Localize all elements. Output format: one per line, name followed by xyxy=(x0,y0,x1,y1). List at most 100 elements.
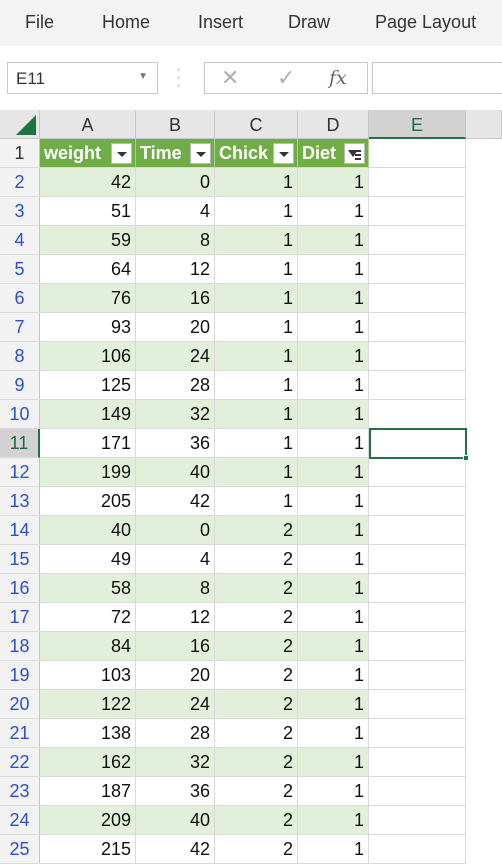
table-cell[interactable]: 0 xyxy=(136,168,215,197)
row-header[interactable]: 22 xyxy=(0,748,40,777)
table-cell[interactable]: 1 xyxy=(298,284,369,313)
filter-applied-icon[interactable] xyxy=(344,143,365,164)
table-cell[interactable]: 1 xyxy=(215,255,298,284)
filter-dropdown-icon[interactable] xyxy=(273,143,294,164)
cell[interactable] xyxy=(369,139,466,168)
table-cell[interactable]: 1 xyxy=(298,719,369,748)
column-header-a[interactable]: A xyxy=(40,110,136,139)
filter-dropdown-icon[interactable] xyxy=(190,143,211,164)
menu-draw[interactable]: Draw xyxy=(288,12,331,32)
table-cell[interactable]: 2 xyxy=(215,748,298,777)
fill-handle[interactable] xyxy=(463,455,469,461)
table-cell[interactable]: 28 xyxy=(136,719,215,748)
table-cell[interactable]: 1 xyxy=(215,429,298,458)
table-cell[interactable]: 93 xyxy=(40,313,136,342)
row-header[interactable]: 24 xyxy=(0,806,40,835)
enter-icon[interactable]: ✓ xyxy=(277,65,296,90)
table-cell[interactable]: 1 xyxy=(215,400,298,429)
table-cell[interactable]: 1 xyxy=(298,574,369,603)
row-header[interactable]: 1 xyxy=(0,139,40,168)
table-cell[interactable]: 2 xyxy=(215,806,298,835)
table-cell[interactable]: 1 xyxy=(298,748,369,777)
row-header[interactable]: 20 xyxy=(0,690,40,719)
table-cell[interactable]: 1 xyxy=(298,458,369,487)
row-header[interactable]: 15 xyxy=(0,545,40,574)
row-header[interactable]: 13 xyxy=(0,487,40,516)
row-header[interactable]: 8 xyxy=(0,342,40,371)
row-header[interactable]: 2 xyxy=(0,168,40,197)
cell[interactable] xyxy=(369,806,466,835)
table-cell[interactable]: 1 xyxy=(298,226,369,255)
table-cell[interactable]: 122 xyxy=(40,690,136,719)
table-cell[interactable]: 1 xyxy=(215,168,298,197)
table-cell[interactable]: 205 xyxy=(40,487,136,516)
table-cell[interactable]: 1 xyxy=(298,690,369,719)
table-cell[interactable]: 4 xyxy=(136,197,215,226)
table-cell[interactable]: 1 xyxy=(215,458,298,487)
table-cell[interactable]: 1 xyxy=(298,197,369,226)
table-cell[interactable]: 1 xyxy=(298,545,369,574)
table-cell[interactable]: 36 xyxy=(136,777,215,806)
active-cell-selection[interactable] xyxy=(369,428,469,461)
table-cell[interactable]: 1 xyxy=(298,661,369,690)
cell[interactable] xyxy=(369,168,466,197)
table-cell[interactable]: 28 xyxy=(136,371,215,400)
cell[interactable] xyxy=(369,487,466,516)
chevron-down-icon[interactable]: ▼ xyxy=(138,71,148,82)
table-header-cell[interactable]: weight xyxy=(40,139,136,168)
table-cell[interactable]: 1 xyxy=(298,342,369,371)
select-all-button[interactable] xyxy=(0,110,40,139)
table-cell[interactable]: 1 xyxy=(215,371,298,400)
table-cell[interactable]: 106 xyxy=(40,342,136,371)
table-cell[interactable]: 1 xyxy=(215,284,298,313)
cell[interactable] xyxy=(369,719,466,748)
cell[interactable] xyxy=(369,458,466,487)
table-cell[interactable]: 12 xyxy=(136,603,215,632)
cell[interactable] xyxy=(369,342,466,371)
table-cell[interactable]: 42 xyxy=(40,168,136,197)
table-cell[interactable]: 32 xyxy=(136,748,215,777)
grip-icon[interactable]: · · · xyxy=(176,61,182,94)
table-cell[interactable]: 1 xyxy=(298,516,369,545)
cell[interactable] xyxy=(369,632,466,661)
table-cell[interactable]: 72 xyxy=(40,603,136,632)
column-header-d[interactable]: D xyxy=(298,110,369,139)
cell[interactable] xyxy=(369,371,466,400)
table-cell[interactable]: 1 xyxy=(298,487,369,516)
cell[interactable] xyxy=(369,226,466,255)
cell[interactable] xyxy=(369,284,466,313)
table-cell[interactable]: 84 xyxy=(40,632,136,661)
row-header[interactable]: 11 xyxy=(0,429,40,458)
cell[interactable] xyxy=(369,661,466,690)
row-header[interactable]: 14 xyxy=(0,516,40,545)
table-cell[interactable]: 64 xyxy=(40,255,136,284)
table-cell[interactable]: 2 xyxy=(215,545,298,574)
table-cell[interactable]: 1 xyxy=(298,603,369,632)
table-cell[interactable]: 24 xyxy=(136,342,215,371)
table-cell[interactable]: 2 xyxy=(215,777,298,806)
table-cell[interactable]: 187 xyxy=(40,777,136,806)
table-cell[interactable]: 1 xyxy=(298,777,369,806)
cell[interactable] xyxy=(369,400,466,429)
table-cell[interactable]: 20 xyxy=(136,313,215,342)
menu-file[interactable]: File xyxy=(25,12,55,32)
row-header[interactable]: 19 xyxy=(0,661,40,690)
row-header[interactable]: 5 xyxy=(0,255,40,284)
row-header[interactable]: 7 xyxy=(0,313,40,342)
name-box[interactable]: E11 ▼ xyxy=(7,62,158,94)
table-cell[interactable]: 2 xyxy=(215,690,298,719)
column-header-f[interactable] xyxy=(466,110,502,139)
table-cell[interactable]: 2 xyxy=(215,719,298,748)
table-cell[interactable]: 49 xyxy=(40,545,136,574)
table-cell[interactable]: 8 xyxy=(136,574,215,603)
row-header[interactable]: 10 xyxy=(0,400,40,429)
cell[interactable] xyxy=(369,777,466,806)
table-cell[interactable]: 24 xyxy=(136,690,215,719)
table-cell[interactable]: 32 xyxy=(136,400,215,429)
table-cell[interactable]: 1 xyxy=(215,226,298,255)
table-header-cell[interactable]: Time xyxy=(136,139,215,168)
cell[interactable] xyxy=(369,835,466,864)
table-cell[interactable]: 20 xyxy=(136,661,215,690)
table-cell[interactable]: 2 xyxy=(215,632,298,661)
cell[interactable] xyxy=(369,690,466,719)
